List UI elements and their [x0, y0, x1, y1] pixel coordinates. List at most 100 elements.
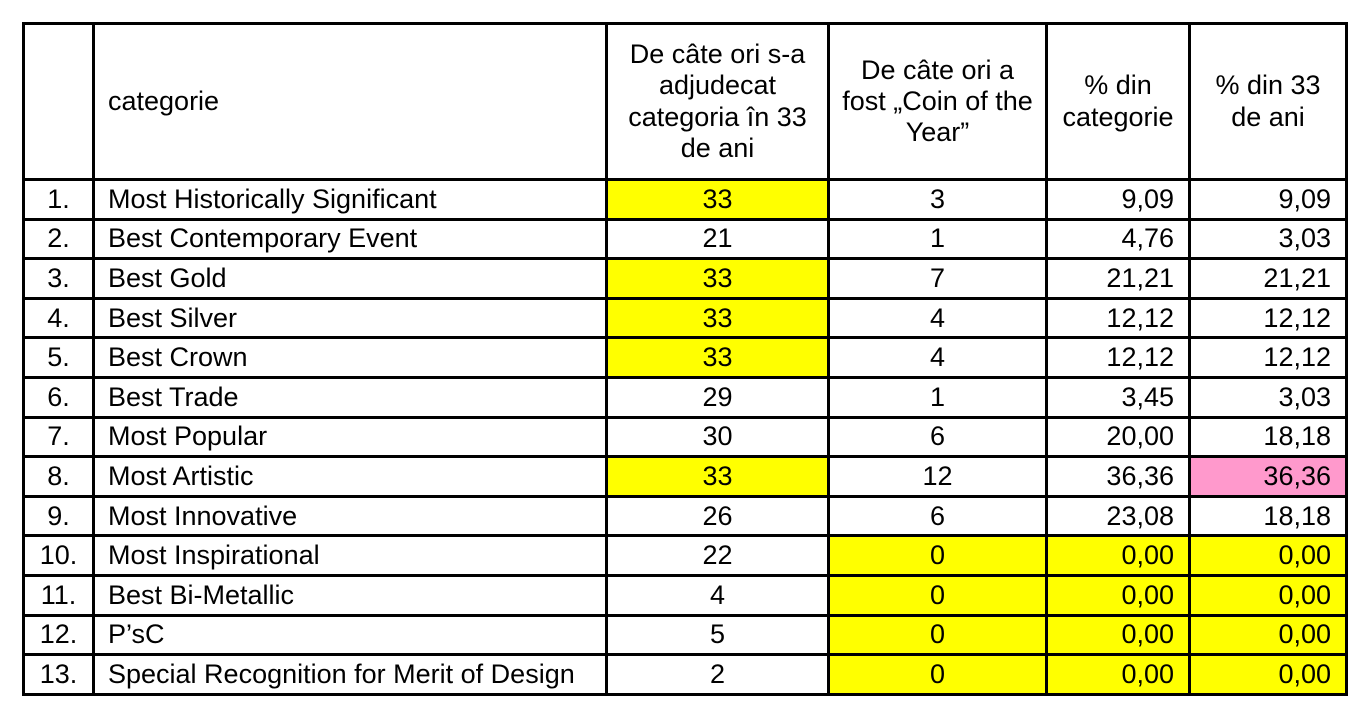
table-row: 7. Most Popular 30 6 20,00 18,18 [22, 415, 1348, 459]
pct-category-cell: 4,76 [1045, 217, 1191, 261]
pct-years-cell: 0,00 [1188, 534, 1348, 577]
row-number-cell: 13. [22, 653, 95, 696]
pct-years-cell: 3,03 [1188, 375, 1348, 419]
coty-cell: 1 [827, 217, 1048, 261]
pct-category-cell: 36,36 [1045, 455, 1191, 498]
wins-cell: 33 [605, 455, 830, 498]
row-number-cell: 1. [22, 178, 95, 221]
wins-cell: 33 [605, 178, 830, 221]
wins-cell: 33 [605, 296, 830, 340]
pct-category-cell: 0,00 [1045, 613, 1191, 657]
table-row: 10. Most Inspirational 22 0 0,00 0,00 [22, 534, 1348, 577]
row-number-cell: 12. [22, 613, 95, 657]
coty-cell: 0 [827, 534, 1048, 577]
wins-cell: 21 [605, 217, 830, 261]
row-number-cell: 3. [22, 257, 95, 300]
category-cell: Best Silver [92, 296, 608, 340]
header-corner-blank [22, 22, 95, 181]
category-cell: Best Contemporary Event [92, 217, 608, 261]
pct-category-cell: 20,00 [1045, 415, 1191, 459]
row-number-cell: 8. [22, 455, 95, 498]
coty-categories-table: categorie De câte ori s-a adjudecat cate… [22, 22, 1348, 696]
pct-category-cell: 0,00 [1045, 573, 1191, 617]
wins-cell: 29 [605, 375, 830, 419]
category-cell: Best Crown [92, 336, 608, 379]
row-number-cell: 6. [22, 375, 95, 419]
coty-cell: 1 [827, 375, 1048, 419]
table-row: 6. Best Trade 29 1 3,45 3,03 [22, 375, 1348, 419]
coty-cell: 4 [827, 296, 1048, 340]
table-row: 4. Best Silver 33 4 12,12 12,12 [22, 296, 1348, 340]
category-cell: Best Bi-Metallic [92, 573, 608, 617]
pct-category-cell: 23,08 [1045, 494, 1191, 538]
wins-cell: 33 [605, 257, 830, 300]
header-pct-category: % din categorie [1045, 22, 1191, 181]
table-row: 8. Most Artistic 33 12 36,36 36,36 [22, 455, 1348, 498]
coty-cell: 6 [827, 494, 1048, 538]
table-header: categorie De câte ori s-a adjudecat cate… [22, 22, 1348, 181]
pct-years-cell: 3,03 [1188, 217, 1348, 261]
pct-category-cell: 3,45 [1045, 375, 1191, 419]
header-category: categorie [92, 22, 608, 181]
category-cell: Most Innovative [92, 494, 608, 538]
row-number-cell: 10. [22, 534, 95, 577]
wins-cell: 30 [605, 415, 830, 459]
pct-years-cell: 21,21 [1188, 257, 1348, 300]
table-row: 2. Best Contemporary Event 21 1 4,76 3,03 [22, 217, 1348, 261]
wins-cell: 26 [605, 494, 830, 538]
table-row: 11. Best Bi-Metallic 4 0 0,00 0,00 [22, 573, 1348, 617]
row-number-cell: 5. [22, 336, 95, 379]
table-row: 1. Most Historically Significant 33 3 9,09 9,… [22, 178, 1348, 221]
coty-cell: 0 [827, 573, 1048, 617]
pct-years-cell: 12,12 [1188, 336, 1348, 379]
pct-years-cell: 12,12 [1188, 296, 1348, 340]
row-number-cell: 7. [22, 415, 95, 459]
wins-cell: 33 [605, 336, 830, 379]
pct-category-cell: 12,12 [1045, 296, 1191, 340]
header-wins: De câte ori s-a adjudecat categoria în 3… [605, 22, 830, 181]
coty-cell: 7 [827, 257, 1048, 300]
table-row: 5. Best Crown 33 4 12,12 12,12 [22, 336, 1348, 379]
row-number-cell: 4. [22, 296, 95, 340]
pct-years-cell: 0,00 [1188, 613, 1348, 657]
category-cell: Most Popular [92, 415, 608, 459]
table-row: 13. Special Recognition for Merit of Desi… [22, 653, 1348, 696]
pct-category-cell: 21,21 [1045, 257, 1191, 300]
pct-category-cell: 0,00 [1045, 653, 1191, 696]
wins-cell: 5 [605, 613, 830, 657]
pct-category-cell: 12,12 [1045, 336, 1191, 379]
category-cell: P’sC [92, 613, 608, 657]
coty-cell: 12 [827, 455, 1048, 498]
pct-years-cell: 36,36 [1188, 455, 1348, 498]
header-pct-years: % din 33 de ani [1188, 22, 1348, 181]
wins-cell: 2 [605, 653, 830, 696]
table-body: 1. Most Historically Significant 33 3 9,09 9,… [22, 178, 1348, 696]
category-cell: Special Recognition for Merit of Design [92, 653, 608, 696]
header-row: categorie De câte ori s-a adjudecat cate… [22, 22, 1348, 181]
coty-cell: 4 [827, 336, 1048, 379]
pct-years-cell: 9,09 [1188, 178, 1348, 221]
category-cell: Best Trade [92, 375, 608, 419]
pct-category-cell: 9,09 [1045, 178, 1191, 221]
category-cell: Most Inspirational [92, 534, 608, 577]
pct-years-cell: 18,18 [1188, 415, 1348, 459]
table-row: 9. Most Innovative 26 6 23,08 18,18 [22, 494, 1348, 538]
category-cell: Most Artistic [92, 455, 608, 498]
wins-cell: 4 [605, 573, 830, 617]
pct-years-cell: 0,00 [1188, 653, 1348, 696]
coty-cell: 3 [827, 178, 1048, 221]
header-coty: De câte ori a fost „Coin of the Year” [827, 22, 1048, 181]
row-number-cell: 2. [22, 217, 95, 261]
table-row: 12. P’sC 5 0 0,00 0,00 [22, 613, 1348, 657]
row-number-cell: 11. [22, 573, 95, 617]
row-number-cell: 9. [22, 494, 95, 538]
category-cell: Best Gold [92, 257, 608, 300]
category-cell: Most Historically Significant [92, 178, 608, 221]
coty-cell: 0 [827, 613, 1048, 657]
table-row: 3. Best Gold 33 7 21,21 21,21 [22, 257, 1348, 300]
wins-cell: 22 [605, 534, 830, 577]
pct-category-cell: 0,00 [1045, 534, 1191, 577]
pct-years-cell: 0,00 [1188, 573, 1348, 617]
coty-cell: 0 [827, 653, 1048, 696]
coty-cell: 6 [827, 415, 1048, 459]
